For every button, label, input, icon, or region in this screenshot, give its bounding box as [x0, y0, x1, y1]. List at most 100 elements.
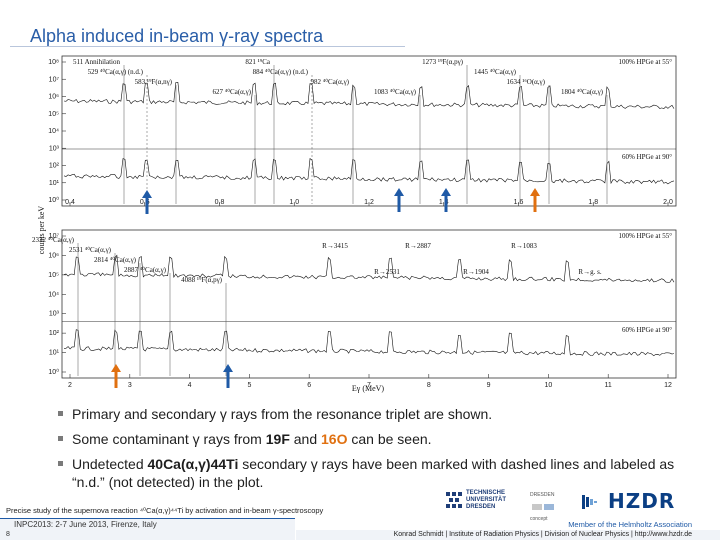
peak-label: 1083 ⁴⁰Ca(α,γ): [374, 88, 417, 96]
peak-label: 1634 ¹⁶O(α,γ): [506, 78, 545, 86]
transition-label: R→1083: [511, 242, 537, 250]
slide-title: Alpha induced in-beam γ-ray spectra: [30, 26, 324, 46]
x-tick-label: 0.4: [65, 199, 75, 206]
detector-label: 60% HPGe at 90°: [622, 153, 672, 161]
detector-label: 100% HPGe at 55°: [618, 58, 672, 66]
dresden-line-1: DRESDEN: [530, 492, 555, 498]
peak-label: 884 ⁴⁰Ca(α,γ) (n.d.): [253, 68, 309, 76]
y-tick-label: 10¹: [49, 350, 60, 357]
title-rule: [10, 46, 405, 47]
y-tick-label: 10⁰: [48, 368, 59, 376]
arrow-blue-head: [142, 190, 152, 198]
transition-label: R→1904: [463, 268, 489, 276]
y-tick-label: 10⁴: [48, 291, 59, 298]
y-tick-label: 10⁶: [48, 94, 59, 101]
tud-line-3: DRESDEN: [466, 504, 496, 510]
chart-layer: 10⁸ 10⁷ 10⁶ 10⁵ 10⁴ 10³ 10² 10¹ 10⁰ 0.4 0.6 0.8 1.0 1…: [32, 55, 677, 389]
bullet-item: Some contaminant γ rays from 19F and 16O…: [58, 430, 698, 448]
dresden-line-2: concept: [530, 516, 548, 522]
hzdr-wordmark: HZDR: [608, 489, 676, 513]
y-tick-label: 10⁵: [48, 111, 59, 118]
hzdr-logo: HZDR: [582, 489, 692, 514]
x-tick-label: 0.6: [140, 199, 150, 206]
peak-label: 1445 ⁴⁰Ca(α,γ): [474, 68, 517, 76]
peak-label: 4088 ¹⁹F(α,pγ): [181, 276, 223, 284]
tu-dresden-logo: TECHNISCHE UNIVERSITÄT DRESDEN: [446, 490, 518, 516]
x-tick-label: 1.0: [289, 199, 299, 206]
isotope-16o: 16O: [321, 431, 348, 447]
transition-label: R→3415: [322, 242, 348, 250]
detector-label: 60% HPGe at 90°: [622, 326, 672, 334]
panel-frame-bottom: [61, 229, 677, 379]
y-tick-label: 10⁶: [48, 252, 59, 259]
x-tick-label: 11: [605, 382, 612, 389]
y-tick-label: 10⁵: [48, 272, 59, 279]
arrow-blue-head: [394, 188, 404, 196]
footer-bar-rule: [0, 518, 295, 519]
tud-line-1: TECHNISCHE: [466, 490, 506, 496]
bullet-text-3a: Undetected: [72, 456, 148, 472]
y-tick-label: 10⁴: [48, 128, 59, 135]
peak-label: 982 ⁴⁰Ca(α,γ): [311, 78, 350, 86]
x-tick-label: 5: [247, 382, 251, 389]
bullet-item: Undetected 40Ca(α,γ)44Ti secondary γ ray…: [58, 455, 698, 491]
y-tick-label: 10²: [49, 163, 60, 170]
x-tick-label: 1.2: [364, 199, 374, 206]
spectrum-trace: [63, 158, 675, 185]
x-tick-label: 2.0: [663, 199, 673, 206]
x-tick-label: 1.8: [588, 199, 598, 206]
footer-bar-left: [0, 518, 295, 540]
tu-dresden-emblem-icon: [446, 492, 462, 508]
peak-label: 2887 ⁴⁰Ca(α,γ): [124, 266, 167, 274]
x-tick-label: 1.4: [439, 199, 449, 206]
transition-label: R→g. s.: [578, 268, 601, 276]
dresden-concept-icon: [532, 504, 554, 510]
y-tick-label: 10⁰: [48, 196, 59, 204]
arrow-orange-head: [530, 188, 540, 196]
y-tick-label: 10²: [49, 330, 60, 337]
y-tick-label: 10⁷: [49, 76, 60, 83]
detector-label: 100% HPGe at 55°: [618, 232, 672, 240]
bullet-marker: [58, 461, 63, 466]
peak-label: 529 ⁴⁰Ca(α,γ) (n.d.): [88, 68, 144, 76]
x-tick-label: 9: [487, 382, 491, 389]
peak-label: 627 ⁴⁰Ca(α,γ): [213, 88, 252, 96]
author-credits: Konrad Schmidt | Institute of Radiation …: [393, 531, 692, 538]
peak-label: 2814 ⁴⁰Ca(α,γ): [94, 256, 137, 264]
peak-label: 821 ¹⁹Ca: [245, 58, 270, 66]
spectrum-trace: [63, 81, 675, 109]
x-axis-label: Eγ (MeV): [352, 384, 385, 393]
transition-label: R→2887: [405, 242, 431, 250]
y-axis-label: counts per keV: [37, 206, 46, 255]
x-tick-label: 1.6: [514, 199, 524, 206]
arrow-blue-head: [441, 188, 451, 196]
bullet-marker: [58, 411, 63, 416]
y-tick-label: 10³: [49, 145, 60, 152]
y-tick-label: 10⁷: [49, 233, 60, 240]
arrow-orange-head: [111, 364, 121, 372]
x-tick-label: 3: [128, 382, 132, 389]
page-number: 8: [6, 531, 10, 538]
x-tick-label: 12: [664, 382, 672, 389]
bullet-item: Primary and secondary γ rays from the re…: [58, 405, 698, 423]
spectrum-trace: [63, 254, 675, 283]
panel-frame-top: [61, 55, 677, 207]
bullet-text-3b: secondary γ rays have been marked with d…: [72, 456, 675, 490]
x-tick-label: 10: [545, 382, 553, 389]
x-tick-label: 8: [427, 382, 431, 389]
y-tick-label: 10¹: [49, 180, 60, 187]
bullet-marker: [58, 436, 63, 441]
x-tick-label: 4: [188, 382, 192, 389]
peak-label: 511 Annihilation: [73, 58, 120, 66]
bullet-text-2a: Some contaminant γ rays from: [72, 431, 266, 447]
x-tick-label: 6: [307, 382, 311, 389]
arrow-blue-head: [223, 364, 233, 372]
x-tick-label: 7: [367, 382, 371, 389]
reaction-40ca: 40Ca(α,γ)44Ti: [147, 456, 239, 472]
isotope-19f: 19F: [265, 431, 290, 447]
reference-text: Precise study of the supernova reaction …: [6, 506, 324, 515]
peak-label: 2332 ⁴⁰Ca(α,γ): [32, 236, 75, 244]
y-tick-label: 10⁸: [48, 59, 59, 66]
peak-label: 2531 ⁴⁰Ca(α,γ): [69, 246, 112, 254]
helmholtz-member-text: Member of the Helmholtz Association: [568, 520, 692, 529]
